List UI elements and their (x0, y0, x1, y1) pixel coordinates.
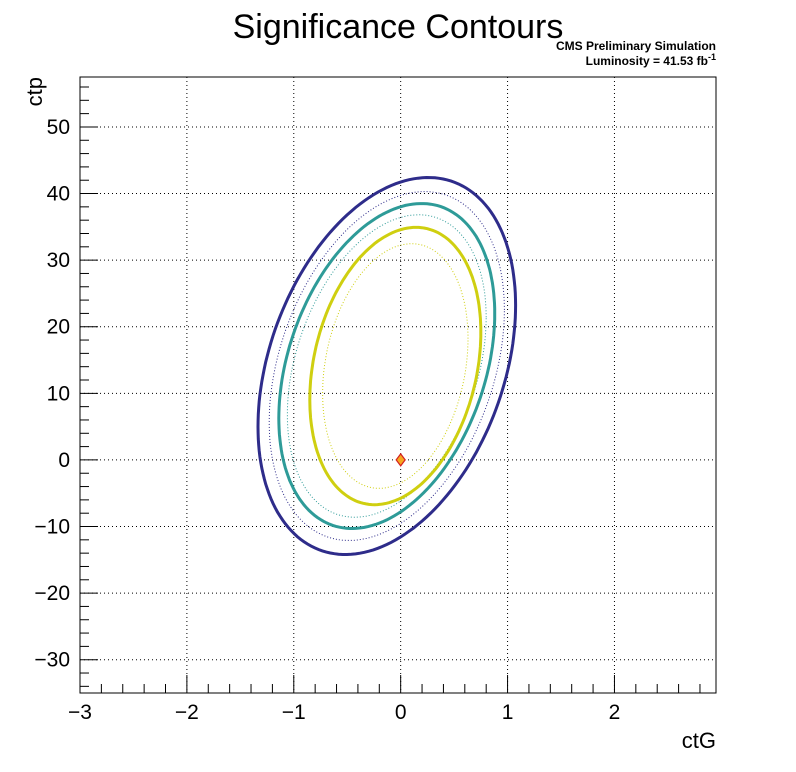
x-tick-label: −3 (68, 701, 92, 724)
contour-outer-solid (256, 175, 518, 556)
plot-frame (79, 76, 717, 694)
y-tick-label: 10 (47, 382, 70, 405)
y-tick-label: 30 (47, 249, 70, 272)
y-tick-label: −20 (34, 582, 70, 605)
x-tick-label: −2 (175, 701, 199, 724)
x-tick-label: 2 (609, 701, 621, 724)
x-axis-label: ctG (682, 728, 716, 753)
y-tick-label: −10 (34, 516, 70, 539)
contour-outer-dotted (268, 191, 505, 541)
y-tick-label: 20 (47, 316, 70, 339)
chart-title: Significance Contours (233, 8, 564, 46)
best-fit-marker-group (395, 452, 406, 467)
plot-frame-rect (79, 76, 717, 694)
contour-lines (256, 175, 518, 556)
x-tick-labels: −3 −2 −1 0 1 2 (68, 701, 620, 724)
grid-lines (80, 77, 716, 693)
annotation-cms: CMS Preliminary Simulation (556, 39, 716, 53)
x-tick-label: −1 (282, 701, 306, 724)
annotation-luminosity: Luminosity = 41.53 fb-1 (586, 52, 716, 68)
y-axis-label: ctp (22, 77, 47, 106)
x-tick-label: 0 (395, 701, 407, 724)
x-tick-label: 1 (502, 701, 514, 724)
y-tick-label: 0 (58, 449, 70, 472)
y-tick-labels: −30 −20 −10 0 10 20 30 40 50 (34, 116, 70, 672)
annotation-luminosity-text: Luminosity = 41.53 fb (586, 54, 708, 68)
contour-inner-solid (308, 225, 483, 507)
annotation-luminosity-sup: -1 (708, 52, 716, 62)
y-tick-label: 40 (47, 183, 70, 206)
best-fit-marker (395, 452, 406, 467)
axis-ticks (79, 86, 701, 693)
y-tick-label: −30 (34, 649, 70, 672)
y-tick-label: 50 (47, 116, 70, 139)
contour-middle-solid (277, 202, 497, 530)
